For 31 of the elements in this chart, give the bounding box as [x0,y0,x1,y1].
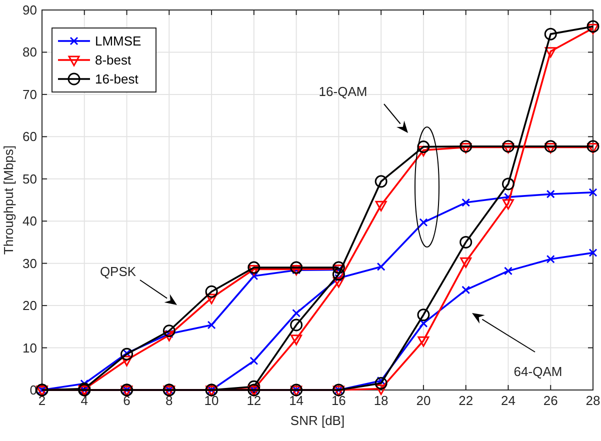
x-tick-label: 2 [38,393,46,408]
x-axis-title: SNR [dB] [290,413,345,428]
y-tick-label: 80 [22,44,37,60]
legend-label: LMMSE [95,34,142,48]
x-tick-label: 4 [80,393,88,408]
x-tick-label: 20 [416,393,431,408]
y-tick-label: 40 [22,214,37,229]
y-tick-label: 10 [22,340,37,356]
annotation: 64-QAM [514,364,562,379]
legend-label: 16-best [95,72,139,86]
x-tick-label: 10 [204,393,219,408]
y-tick-label: 20 [22,298,37,314]
x-tick-label: 24 [500,393,516,408]
x-tick-label: 14 [289,393,304,408]
x-tick-label: 6 [123,393,130,408]
legend-label: 8-best [95,52,132,68]
y-tick-label: 70 [22,86,37,102]
x-tick-label: 18 [374,393,388,408]
y-tick-label: 60 [22,129,37,144]
x-tick-label: 8 [166,393,173,408]
y-tick-label: 50 [22,171,37,186]
y-tick-label: 30 [22,256,37,271]
y-axis-title: Throughput [Mbps] [1,145,16,255]
annotation: 16-QAM [318,84,368,99]
x-tick-label: 28 [586,393,600,408]
annotation: QPSK [100,264,136,279]
x-tick-label: 26 [543,393,558,408]
x-tick-label: 22 [458,393,474,408]
x-tick-label: 16 [331,393,346,408]
y-tick-label: 90 [22,2,37,18]
x-tick-label: 12 [246,393,262,408]
